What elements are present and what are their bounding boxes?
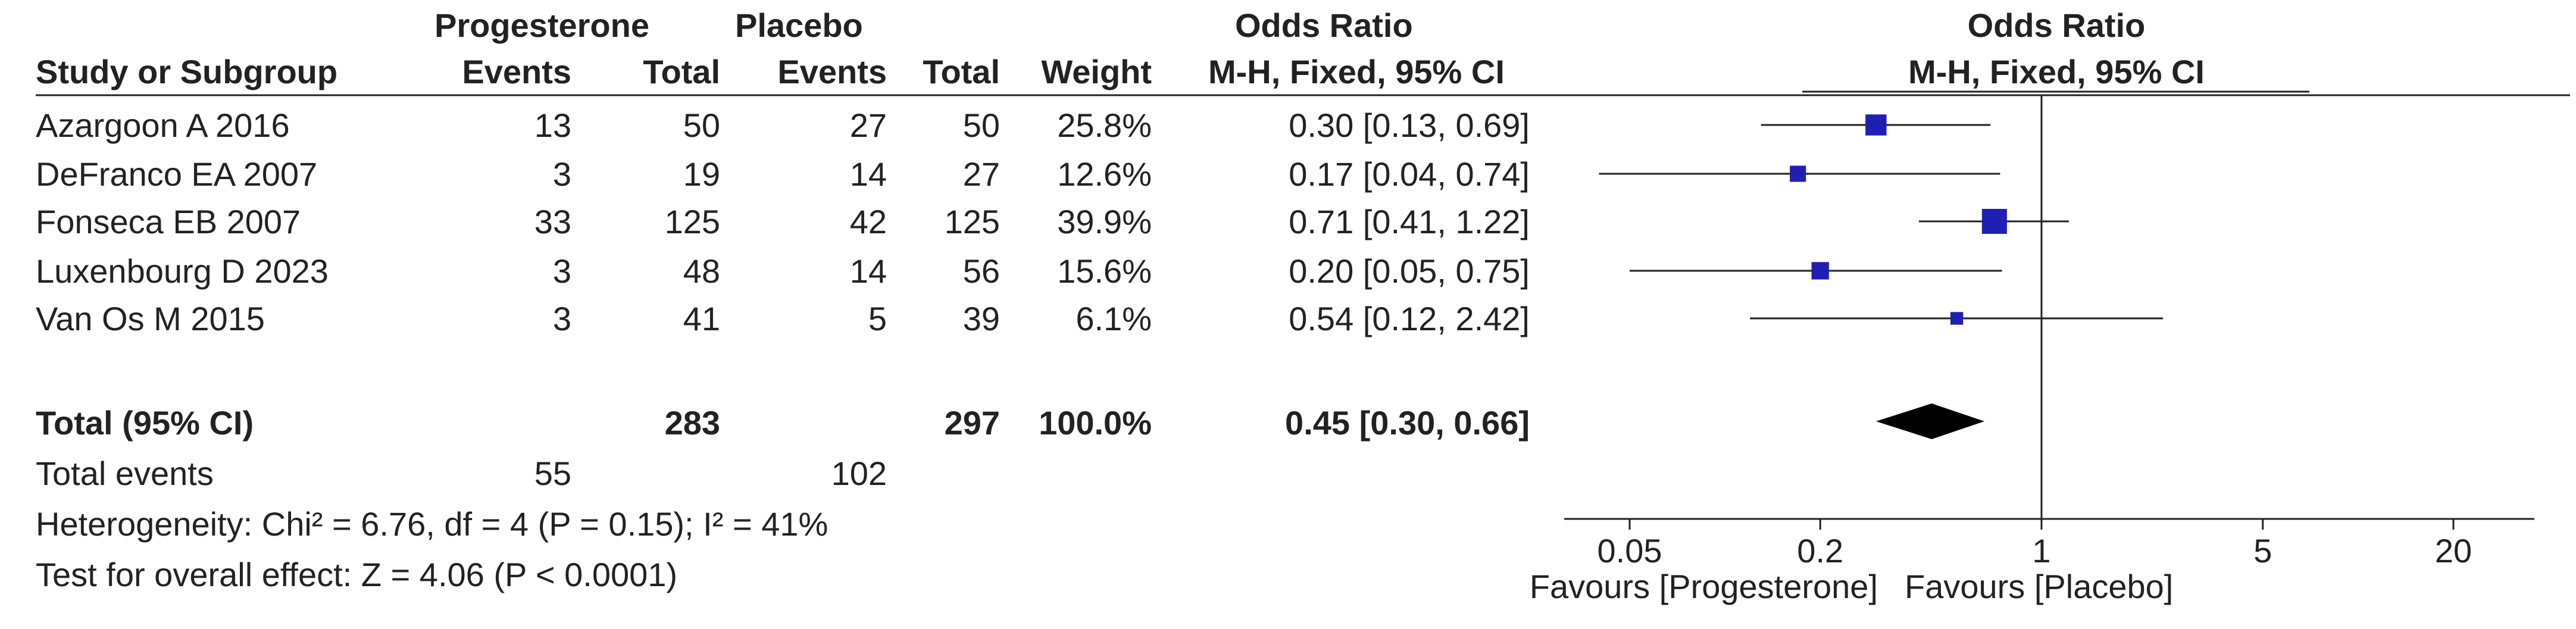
- x-tick-label: 5: [2253, 532, 2272, 569]
- row-events1: 3: [553, 155, 571, 193]
- row-events2: 42: [850, 203, 887, 240]
- row-ci: 0.71 [0.41, 1.22]: [1289, 203, 1530, 240]
- total-label: Total (95% CI): [36, 404, 254, 442]
- row-total2: 50: [963, 107, 1000, 144]
- row-weight: 6.1%: [1076, 300, 1152, 337]
- row-events2: 27: [850, 107, 887, 144]
- row-weight: 25.8%: [1057, 107, 1152, 144]
- row-total1: 48: [683, 252, 720, 290]
- x-axis-ticks: 0.05 0.2 1 5 20: [1598, 519, 2472, 569]
- row-events1: 33: [534, 203, 571, 240]
- row-ci: 0.54 [0.12, 2.42]: [1289, 300, 1530, 337]
- row-total1: 41: [683, 300, 720, 337]
- total2-header: Total: [923, 53, 1000, 90]
- row-total1: 125: [665, 203, 720, 240]
- study-marks: [1599, 114, 2164, 325]
- row-events1: 3: [553, 300, 571, 337]
- row-weight: 39.9%: [1057, 203, 1152, 240]
- effect-marker: [1811, 262, 1829, 280]
- row-ci: 0.30 [0.13, 0.69]: [1289, 107, 1530, 144]
- row-study: Azargoon A 2016: [36, 107, 290, 144]
- row-events2: 5: [868, 300, 887, 337]
- total-weight: 100.0%: [1039, 404, 1152, 442]
- weight-header: Weight: [1041, 53, 1152, 90]
- row-total2: 56: [963, 252, 1000, 290]
- row-study: Van Os M 2015: [36, 300, 265, 337]
- row-total1: 50: [683, 107, 720, 144]
- effect-marker: [1981, 209, 2007, 234]
- row-total1: 19: [683, 155, 720, 193]
- row-study: Fonseca EB 2007: [36, 203, 301, 240]
- row-events2: 14: [850, 252, 887, 290]
- effect-marker: [1865, 114, 1887, 136]
- row-events1: 13: [534, 107, 571, 144]
- row-weight: 12.6%: [1057, 155, 1152, 193]
- row-events2: 14: [850, 155, 887, 193]
- row-study: Luxenbourg D 2023: [36, 252, 329, 290]
- total-total1: 283: [665, 404, 720, 442]
- x-tick-label: 0.05: [1598, 532, 1662, 569]
- total-total2: 297: [945, 404, 1000, 442]
- events-events2: 102: [831, 455, 887, 492]
- plot-title: Odds Ratio: [1968, 7, 2146, 44]
- x-tick-label: 0.2: [1797, 532, 1843, 569]
- row-ci: 0.20 [0.05, 0.75]: [1289, 252, 1530, 290]
- events-label: Total events: [36, 455, 214, 492]
- group2-header: Placebo: [735, 7, 863, 44]
- row-events1: 3: [553, 252, 571, 290]
- events-events1: 55: [534, 455, 571, 492]
- pooled-diamond: [1875, 403, 1985, 439]
- row-total2: 39: [963, 300, 1000, 337]
- study-rows: Azargoon A 2016 13 50 27 50 25.8% 0.30 [0.13, …: [36, 107, 1530, 337]
- x-tick-label: 20: [2435, 532, 2472, 569]
- row-total2: 27: [963, 155, 1000, 193]
- group1-header: Progesterone: [434, 7, 649, 44]
- plot-area: 0.05 0.2 1 5 20: [1564, 95, 2534, 569]
- effect-marker: [1790, 165, 1806, 182]
- overall-effect-text: Test for overall effect: Z = 4.06 (P < 0…: [36, 556, 677, 593]
- or-title: Odds Ratio: [1235, 7, 1413, 44]
- events1-header: Events: [462, 53, 571, 90]
- total1-header: Total: [643, 53, 720, 90]
- events2-header: Events: [777, 53, 887, 90]
- row-study: DeFranco EA 2007: [36, 155, 317, 193]
- favours-left-label: Favours [Progesterone]: [1530, 568, 1878, 605]
- row-weight: 15.6%: [1057, 252, 1152, 290]
- row-total2: 125: [945, 203, 1000, 240]
- row-ci: 0.17 [0.04, 0.74]: [1289, 155, 1530, 193]
- effect-marker: [1950, 312, 1964, 325]
- total-ci: 0.45 [0.30, 0.66]: [1285, 404, 1530, 442]
- heterogeneity-text: Heterogeneity: Chi² = 6.76, df = 4 (P = …: [36, 505, 828, 543]
- study-header: Study or Subgroup: [36, 53, 337, 90]
- or-method-header: M-H, Fixed, 95% CI: [1208, 53, 1505, 90]
- plot-method-header: M-H, Fixed, 95% CI: [1908, 53, 2205, 90]
- x-tick-label: 1: [2032, 532, 2050, 569]
- favours-right-label: Favours [Placebo]: [1905, 568, 2173, 605]
